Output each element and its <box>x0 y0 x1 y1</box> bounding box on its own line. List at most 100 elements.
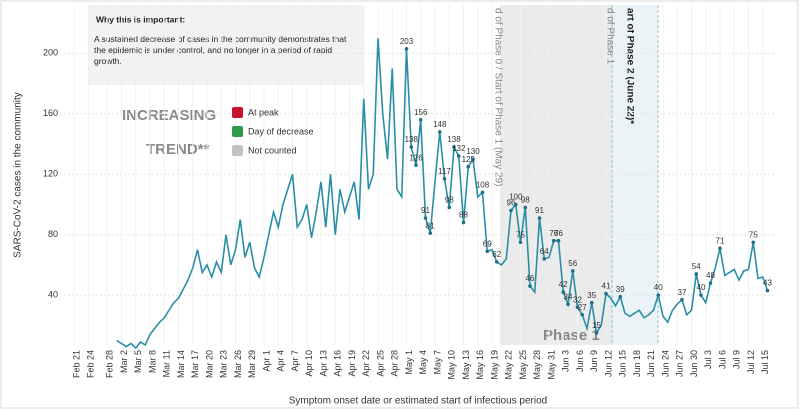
legend-label: Not counted <box>248 145 297 155</box>
data-label: 125 <box>462 155 476 164</box>
data-label: 62 <box>492 250 501 259</box>
x-tick-label: Jun 30 <box>689 350 699 377</box>
data-label: 64 <box>540 247 549 256</box>
data-label: 98 <box>445 196 454 205</box>
x-tick-label: May 7 <box>432 350 442 375</box>
data-label: 42 <box>559 280 568 289</box>
y-tick-label: 200 <box>43 48 58 58</box>
data-point <box>618 294 623 299</box>
data-label: 132 <box>452 144 466 153</box>
data-point <box>471 157 475 161</box>
x-tick-label: Jun 24 <box>660 350 670 377</box>
data-point <box>428 231 433 235</box>
data-point <box>466 164 471 169</box>
x-tick-label: Apr 22 <box>361 350 371 377</box>
x-tick-label: Mar 17 <box>190 350 200 378</box>
data-label: 138 <box>447 135 461 144</box>
data-label: 100 <box>509 193 523 202</box>
x-tick-label: Jun 9 <box>589 350 599 372</box>
x-tick-label: Apr 28 <box>390 350 400 377</box>
data-point <box>423 216 428 220</box>
data-point <box>765 288 770 293</box>
data-label: 35 <box>587 291 596 300</box>
x-tick-label: May 22 <box>504 350 514 380</box>
x-tick-label: Jun 18 <box>632 350 642 377</box>
data-point <box>452 145 456 149</box>
x-tick-label: May 16 <box>475 350 485 380</box>
legend-label: At peak <box>248 107 279 117</box>
data-label: 130 <box>466 147 480 156</box>
x-tick-label: Apr 7 <box>290 350 300 372</box>
data-point <box>699 293 703 297</box>
x-tick-label: Jul 3 <box>703 350 713 369</box>
x-tick-label: Apr 16 <box>333 350 343 377</box>
legend-swatch <box>232 107 243 118</box>
data-point <box>694 272 699 276</box>
x-tick-label: Apr 19 <box>347 350 357 377</box>
data-label: 46 <box>526 274 535 283</box>
x-tick-label: May 25 <box>518 350 528 380</box>
data-label: 43 <box>763 279 772 288</box>
x-tick-label: Jun 3 <box>561 350 571 372</box>
data-point <box>561 290 566 294</box>
phase-text: art of Phase 2 (June 22)* <box>624 8 635 124</box>
data-label: 76 <box>549 229 558 238</box>
data-point <box>523 205 528 210</box>
data-label: 98 <box>521 196 530 205</box>
legend-swatch <box>232 145 243 156</box>
y-tick-label: 120 <box>43 169 58 179</box>
data-label: 91 <box>535 206 544 215</box>
y-tick-label: 80 <box>48 229 58 239</box>
x-axis-title: Symptom onset date or estimated start of… <box>289 396 547 407</box>
data-point <box>513 202 518 207</box>
data-label: 138 <box>405 135 419 144</box>
x-tick-label: May 31 <box>546 350 556 380</box>
x-tick-label: May 1 <box>404 350 414 375</box>
x-tick-label: Jun 27 <box>675 350 685 377</box>
x-tick-label: Jul 12 <box>746 350 756 374</box>
data-label: 41 <box>602 282 611 291</box>
x-tick-label: Mar 5 <box>133 350 143 373</box>
x-tick-label: Feb 21 <box>71 350 81 378</box>
y-tick-label: 40 <box>48 290 58 300</box>
data-point <box>494 260 499 264</box>
data-point <box>604 291 608 296</box>
x-tick-label: Apr 13 <box>318 350 328 377</box>
x-tick-label: May 4 <box>418 350 428 375</box>
data-point <box>594 331 599 335</box>
trend-label: TREND** <box>146 141 210 158</box>
data-point <box>680 297 684 302</box>
data-point <box>480 190 485 195</box>
data-label: 117 <box>438 167 451 176</box>
x-tick-label: Feb 24 <box>86 350 96 378</box>
data-label: 203 <box>400 37 414 46</box>
data-line <box>116 38 769 350</box>
data-point <box>509 208 513 213</box>
x-tick-label: May 10 <box>447 350 457 380</box>
x-tick-label: Jul 6 <box>717 350 727 369</box>
data-point <box>566 302 570 307</box>
data-point <box>551 238 556 243</box>
x-tick-label: Jun 6 <box>575 350 585 372</box>
data-point <box>461 220 466 225</box>
y-axis-title: SARS-CoV-2 cases in the community <box>13 92 24 258</box>
data-label: 48 <box>706 271 715 280</box>
x-tick-label: Mar 29 <box>247 350 257 378</box>
data-point <box>708 281 713 285</box>
data-label: 156 <box>414 108 428 117</box>
x-tick-label: Mar 23 <box>219 350 229 378</box>
data-label: 39 <box>616 285 625 294</box>
data-point <box>556 238 561 243</box>
data-label: 37 <box>678 288 687 297</box>
x-tick-label: Apr 25 <box>375 350 385 377</box>
data-label: 40 <box>654 283 663 292</box>
x-tick-label: May 19 <box>489 350 499 380</box>
data-point <box>589 300 594 305</box>
x-tick-label: Mar 20 <box>204 350 214 378</box>
data-label: 96 <box>507 199 516 208</box>
data-label: 71 <box>716 236 725 245</box>
x-tick-label: Apr 4 <box>276 350 286 372</box>
data-label: 76 <box>554 229 563 238</box>
x-tick-label: May 13 <box>461 350 471 380</box>
